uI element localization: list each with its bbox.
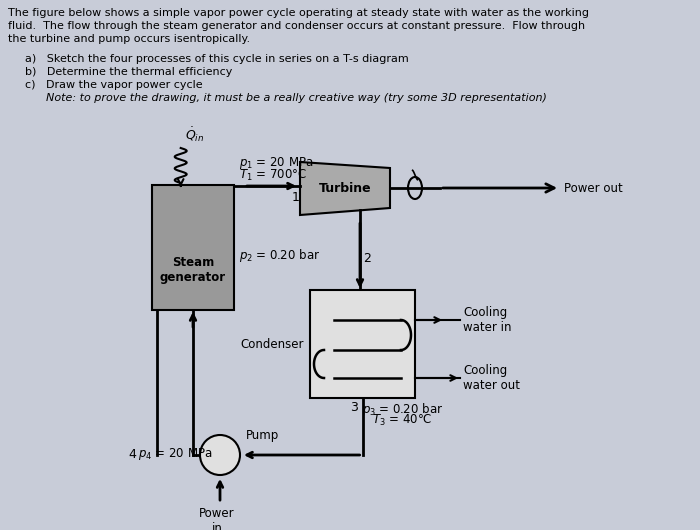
- Text: 2: 2: [363, 252, 371, 264]
- Text: Power out: Power out: [564, 181, 623, 195]
- Text: $\dot{Q}_{in}$: $\dot{Q}_{in}$: [185, 126, 204, 144]
- Text: the turbine and pump occurs isentropically.: the turbine and pump occurs isentropical…: [8, 34, 250, 44]
- Text: $T_1$ = 700°C: $T_1$ = 700°C: [239, 167, 307, 182]
- Text: $p_2$ = 0.20 bar: $p_2$ = 0.20 bar: [239, 246, 321, 263]
- Text: Cooling
water in: Cooling water in: [463, 306, 512, 334]
- Text: Pump: Pump: [246, 428, 279, 441]
- Text: Note: to prove the drawing, it must be a really creative way (try some 3D repres: Note: to prove the drawing, it must be a…: [25, 93, 547, 103]
- Text: a)   Sketch the four processes of this cycle in series on a T-s diagram: a) Sketch the four processes of this cyc…: [25, 54, 409, 64]
- Text: 1: 1: [292, 191, 300, 204]
- Text: $p_1$ = 20 MPa: $p_1$ = 20 MPa: [239, 155, 314, 171]
- Polygon shape: [300, 162, 390, 215]
- Text: Cooling
water out: Cooling water out: [463, 364, 520, 392]
- Text: fluid.  The flow through the steam generator and condenser occurs at constant pr: fluid. The flow through the steam genera…: [8, 21, 585, 31]
- Text: c)   Draw the vapor power cycle: c) Draw the vapor power cycle: [25, 80, 202, 90]
- Text: $T_3$ = 40°C: $T_3$ = 40°C: [372, 413, 433, 428]
- Bar: [310, 290, 415, 398]
- Text: Power
in: Power in: [199, 507, 234, 530]
- Text: Condenser: Condenser: [241, 338, 304, 350]
- Text: 3: 3: [349, 401, 358, 414]
- Text: Turbine: Turbine: [318, 182, 371, 195]
- Bar: [152, 185, 234, 310]
- Circle shape: [200, 435, 240, 475]
- Text: $p_3$ = 0.20 bar: $p_3$ = 0.20 bar: [363, 401, 444, 418]
- Text: Steam
generator: Steam generator: [160, 256, 226, 284]
- Text: 4: 4: [128, 447, 136, 461]
- Text: $p_4$ = 20 MPa: $p_4$ = 20 MPa: [138, 446, 213, 462]
- Text: The figure below shows a simple vapor power cycle operating at steady state with: The figure below shows a simple vapor po…: [8, 8, 589, 18]
- Text: b)   Determine the thermal efficiency: b) Determine the thermal efficiency: [25, 67, 232, 77]
